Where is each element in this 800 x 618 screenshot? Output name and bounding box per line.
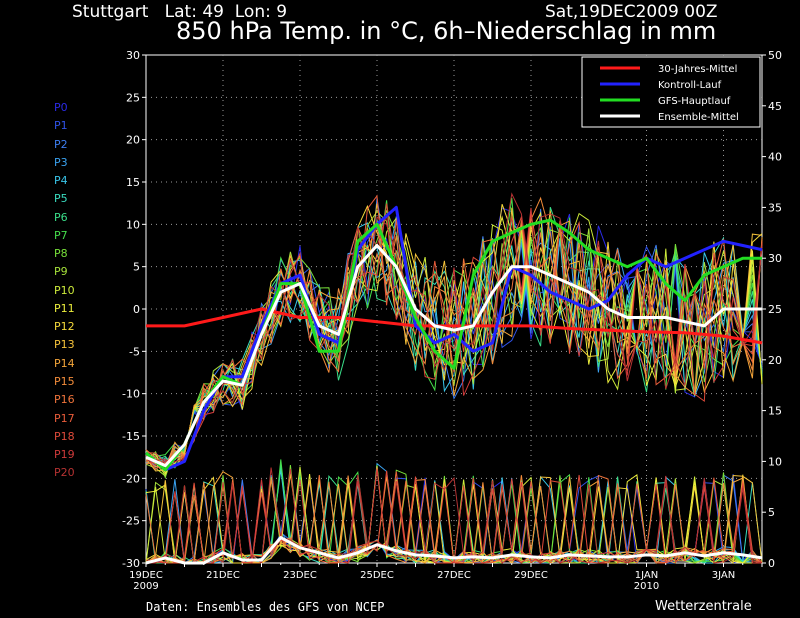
member-temp-line-p10	[145, 212, 763, 476]
y-left-tick-label: 15	[126, 176, 140, 189]
chart-title: 850 hPa Temp. in °C, 6h–Niederschlag in …	[176, 17, 717, 45]
legend-label: Ensemble-Mittel	[658, 112, 739, 123]
data-credit: Daten: Ensembles des GFS von NCEP	[146, 600, 385, 614]
member-label-p9: P9	[54, 265, 68, 279]
x-tick-label: 19DEC	[129, 570, 163, 581]
y-right-tick-label: 45	[768, 100, 782, 113]
y-right-tick-label: 5	[768, 506, 775, 519]
temperature-axis: 30 25 20 15 10 5 0 -5 -10 -15 -20 -25 -30	[122, 49, 146, 570]
member-label-p4: P4	[54, 174, 68, 188]
x-tick-label: 21DEC	[206, 570, 240, 581]
y-left-tick-label: -20	[122, 472, 140, 485]
series-ensemble-mittel-niederschlag	[145, 536, 763, 565]
member-label-p13: P13	[54, 338, 75, 352]
series-30-jahres-mittel	[146, 307, 763, 345]
y-right-tick-label: 40	[768, 151, 782, 164]
x-tick-label: 23DEC	[283, 570, 317, 581]
member-label-p18: P18	[54, 429, 75, 443]
member-temp-line-p15	[145, 196, 763, 468]
x-tick-label: 25DEC	[360, 570, 394, 581]
y-left-tick-label: -15	[122, 430, 140, 443]
y-left-tick-label: 0	[133, 303, 140, 316]
y-right-tick-label: 50	[768, 49, 782, 62]
main-series	[145, 205, 763, 565]
ensemble-member-lines	[145, 192, 763, 565]
date-axis: 19DEC2009 21DEC 23DEC 25DEC 27DEC 29DEC 1JAN20…	[129, 563, 763, 592]
run-date-label: Sat,19DEC2009 00Z	[545, 2, 718, 22]
ensemble-member-list: P0 P1 P2 P3 P4 P5 P6 P7 P8 P9 P10 P11 P12 P13 P14 P15 P1…	[54, 101, 75, 485]
y-left-tick-label: 10	[126, 218, 140, 231]
legend-label: 30-Jahres-Mittel	[658, 64, 737, 75]
y-left-tick-label: -5	[129, 345, 140, 358]
y-right-tick-label: 0	[768, 557, 775, 570]
member-label-p12: P12	[54, 320, 75, 334]
y-left-tick-label: 5	[133, 261, 140, 274]
y-right-tick-label: 30	[768, 252, 782, 265]
member-temp-line-p2	[145, 198, 763, 464]
x-tick-label: 29DEC	[514, 570, 548, 581]
member-label-p15: P15	[54, 374, 75, 388]
y-right-tick-label: 15	[768, 405, 782, 418]
y-left-tick-label: 25	[126, 91, 140, 104]
member-temp-line-p6	[145, 207, 763, 469]
y-left-tick-label: -10	[122, 388, 140, 401]
x-tick-year-label: 2009	[133, 581, 158, 592]
member-label-p16: P16	[54, 393, 75, 407]
member-label-p19: P19	[54, 448, 75, 462]
series-ensemble-mittel	[145, 244, 762, 468]
legend-label: GFS-Hauptlauf	[658, 96, 731, 107]
member-temp-line-p14	[145, 220, 763, 469]
member-label-p8: P8	[54, 247, 68, 261]
member-label-p11: P11	[54, 301, 75, 315]
member-label-p17: P17	[54, 411, 75, 425]
x-tick-label: 27DEC	[437, 570, 471, 581]
member-label-p7: P7	[54, 228, 68, 242]
y-left-tick-label: -25	[122, 515, 140, 528]
x-tick-label: 1JAN	[635, 570, 658, 581]
member-label-p20: P20	[54, 466, 75, 480]
y-left-tick-label: 20	[126, 134, 140, 147]
member-label-p2: P2	[54, 137, 68, 151]
x-tick-year-label: 2010	[634, 581, 659, 592]
member-label-p0: P0	[54, 101, 68, 114]
y-right-tick-label: 35	[768, 201, 782, 214]
member-label-p1: P1	[54, 119, 68, 133]
member-label-p14: P14	[54, 356, 75, 370]
member-label-p5: P5	[54, 192, 68, 206]
location-label: Stuttgart Lat: 49 Lon: 9	[72, 2, 288, 22]
member-temp-line-p12	[145, 204, 763, 473]
x-tick-label: 3JAN	[712, 570, 735, 581]
legend-label: Kontroll-Lauf	[658, 80, 722, 91]
member-label-p6: P6	[54, 210, 68, 224]
member-temp-line-p19	[145, 207, 763, 466]
y-left-tick-label: -30	[122, 557, 140, 570]
brand-label: Wetterzentrale	[655, 599, 752, 614]
member-precip-line-p20	[146, 467, 763, 564]
member-label-p10: P10	[54, 283, 75, 297]
y-left-tick-label: 30	[126, 49, 140, 62]
series-kontroll-lauf	[145, 205, 763, 472]
y-right-tick-label: 10	[768, 455, 782, 468]
legend: 30-Jahres-Mittel Kontroll-Lauf GFS-Hauptla…	[581, 56, 761, 128]
y-right-tick-label: 20	[768, 354, 782, 367]
member-label-p3: P3	[54, 155, 68, 169]
y-right-tick-label: 25	[768, 303, 782, 316]
